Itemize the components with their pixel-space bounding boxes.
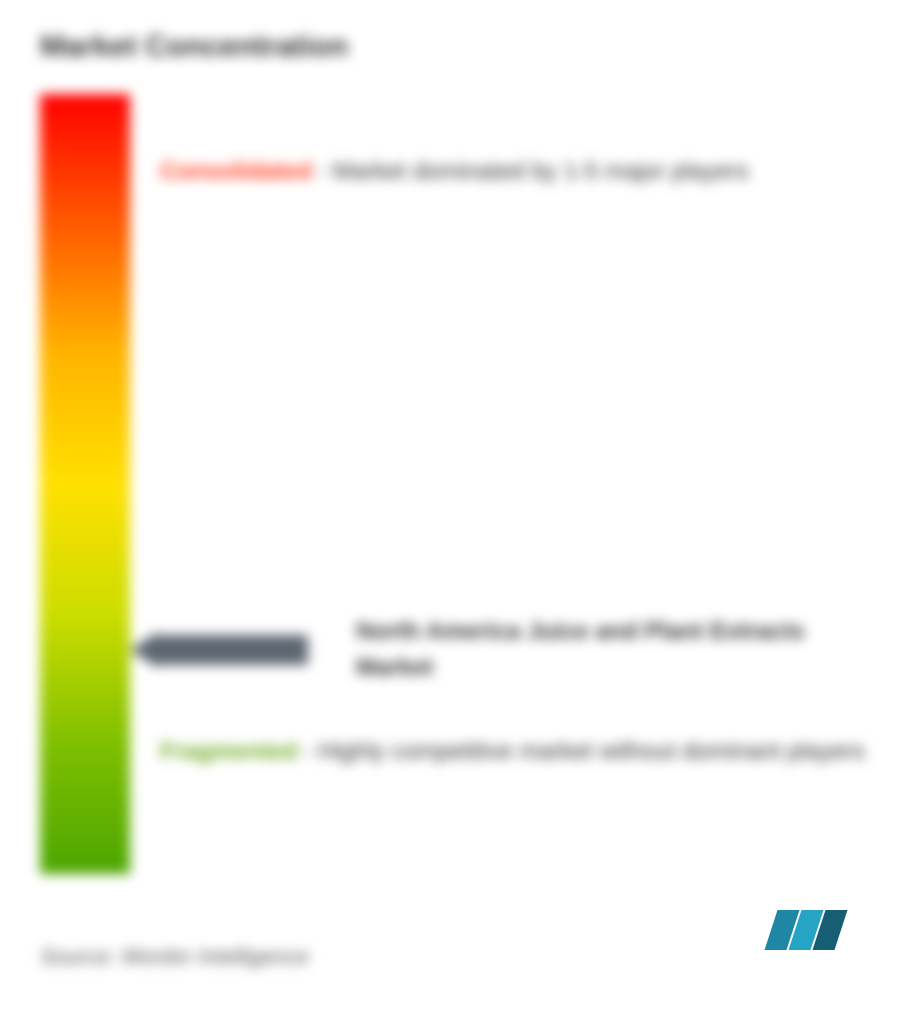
fragmented-label-row: Fragmented - Highly competitive market w… (160, 734, 881, 770)
chart-title: Market Concentration (40, 30, 881, 64)
marker-arrow-icon (130, 632, 308, 668)
logo-icon (771, 910, 841, 950)
market-marker-row: North America Juice and Plant Extracts M… (160, 614, 881, 686)
fragmented-desc: - Highly competitive market without domi… (303, 734, 865, 770)
concentration-gradient-bar (40, 94, 130, 874)
fragmented-key: Fragmented (160, 734, 297, 770)
content-area: Consolidated - Market dominated by 1-5 m… (40, 94, 881, 874)
consolidated-label-row: Consolidated - Market dominated by 1-5 m… (160, 154, 881, 190)
arrow-body-icon (158, 635, 308, 665)
arrow-head-icon (130, 632, 158, 668)
market-name-text: North America Juice and Plant Extracts M… (356, 614, 876, 686)
chart-container: Market Concentration Consolidated - Mark… (0, 0, 921, 1010)
source-attribution: Source: Mordor Intelligence (40, 944, 309, 970)
consolidated-desc: - Market dominated by 1-5 major players (318, 154, 749, 190)
consolidated-key: Consolidated (160, 154, 312, 190)
labels-area: Consolidated - Market dominated by 1-5 m… (160, 94, 881, 874)
